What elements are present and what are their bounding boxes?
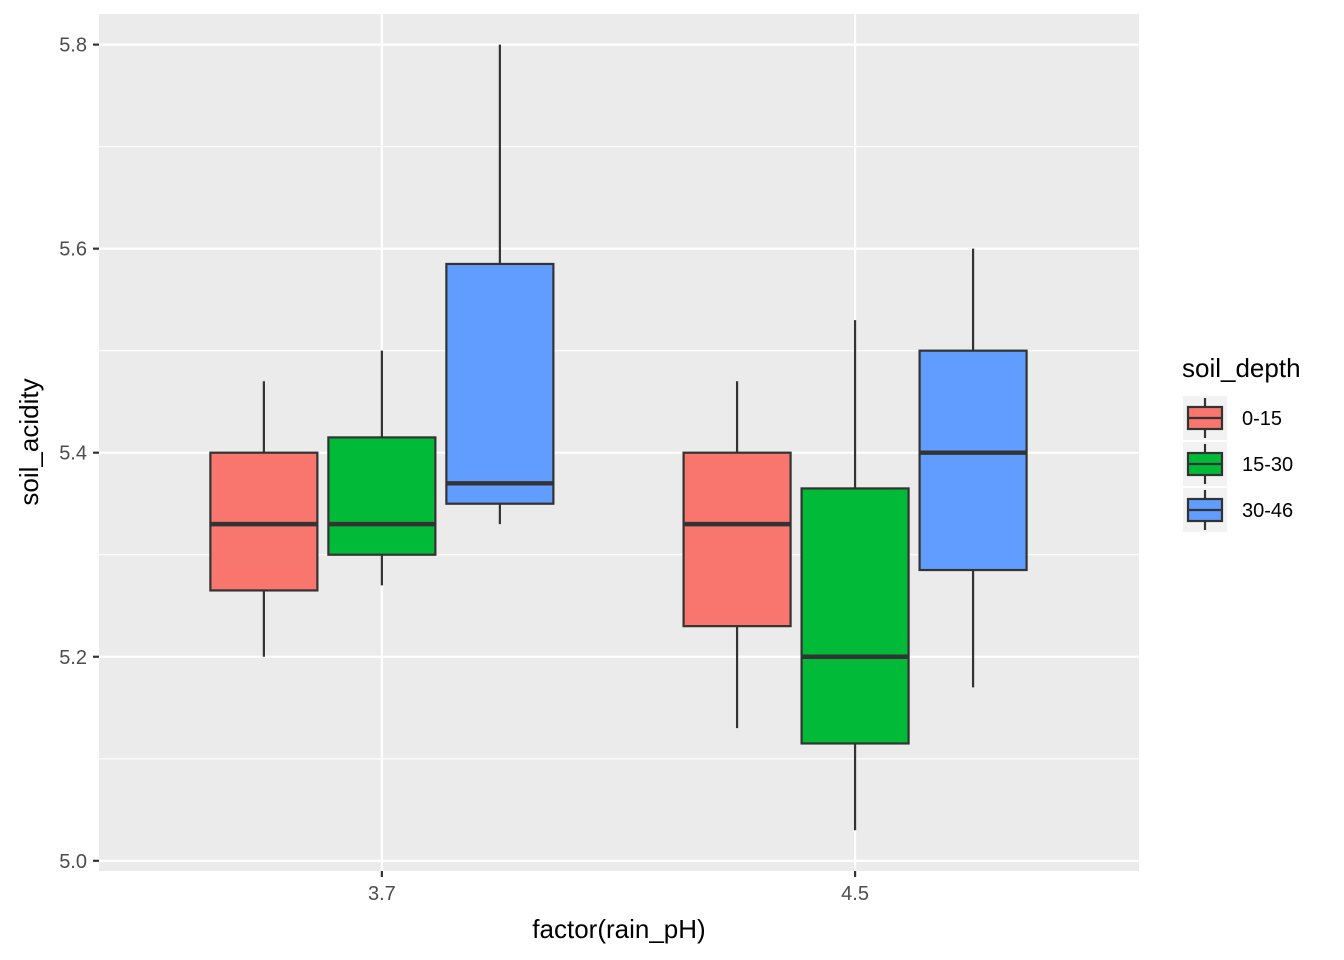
legend-item-0-15: 0-15 [1183, 396, 1282, 440]
box-15-30-3.7 [327, 350, 437, 586]
box-body [327, 436, 437, 556]
x-axis: 3.7 4.5 [368, 871, 869, 905]
box-30-46-4.5 [918, 248, 1028, 688]
legend-label: 0-15 [1242, 408, 1282, 430]
legend-item-15-30: 15-30 [1183, 442, 1293, 486]
box-body [800, 487, 910, 745]
box-30-46-3.7 [445, 44, 555, 525]
y-axis: 5.0 5.2 5.4 5.6 5.8 [59, 35, 99, 873]
box-group [209, 44, 1028, 831]
legend-label: 15-30 [1242, 454, 1293, 476]
box-body [918, 349, 1028, 572]
legend-label: 30-46 [1242, 500, 1293, 522]
y-tick-label: 5.2 [59, 647, 87, 669]
box-body [209, 451, 319, 592]
box-15-30-4.5 [800, 320, 910, 831]
box-0-15-3.7 [209, 381, 319, 657]
x-axis-title: factor(rain_pH) [532, 914, 705, 944]
y-tick-label: 5.8 [59, 35, 87, 57]
box-body [445, 262, 555, 505]
y-tick-label: 5.4 [59, 443, 87, 465]
legend-item-30-46: 30-46 [1183, 488, 1293, 532]
y-axis-title: soil_acidity [14, 378, 44, 505]
box-body [682, 451, 792, 628]
x-tick-label: 3.7 [368, 883, 396, 905]
y-tick-label: 5.0 [59, 851, 87, 873]
x-tick-label: 4.5 [841, 883, 869, 905]
legend-title: soil_depth [1182, 353, 1301, 383]
box-0-15-4.5 [682, 381, 792, 729]
y-tick-label: 5.6 [59, 239, 87, 261]
legend: soil_depth 0-15 15-30 30-46 [1182, 353, 1301, 532]
